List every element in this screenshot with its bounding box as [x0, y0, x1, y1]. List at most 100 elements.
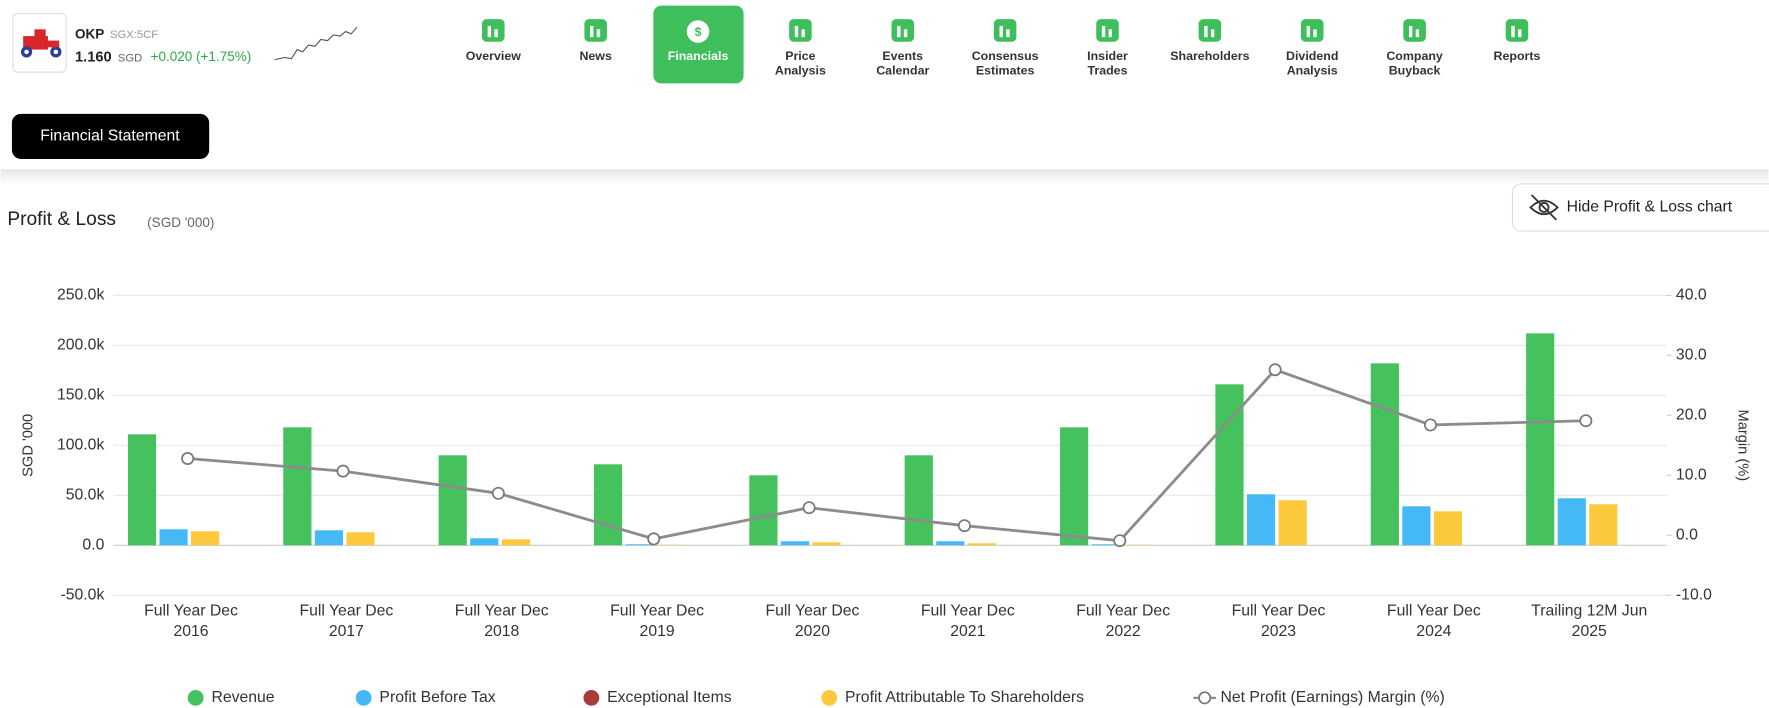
nav-icon: [1096, 19, 1119, 42]
nav-icon-detail: [494, 29, 498, 38]
nav-icon-detail: [1101, 25, 1106, 38]
price-change: +0.020 (+1.75%): [151, 49, 252, 64]
nav-label-box[interactable]: Shareholders: [1159, 50, 1260, 84]
margin-point: [1268, 363, 1282, 377]
x-tick-label-box: Full Year Dec 2022: [1076, 601, 1170, 639]
nav-label: Price Analysis: [774, 49, 826, 78]
y-tick-label: 150.0k: [57, 387, 104, 404]
currency: SGD: [118, 53, 142, 65]
nav-label: Overview: [465, 49, 521, 64]
nav-icon: [1198, 19, 1222, 42]
bar: [1589, 504, 1618, 546]
nav-icon-detail: [1306, 25, 1310, 38]
y-tick-label: -50.0k: [61, 586, 105, 603]
margin-point: [1113, 534, 1127, 548]
nav-label-box[interactable]: Insider Trades: [1057, 50, 1158, 84]
x-tick-label: Full Year Dec 2017: [299, 600, 394, 640]
legend-label: Profit Before Tax: [379, 689, 495, 706]
bar: [283, 427, 312, 546]
nav-label-box[interactable]: Financials: [647, 50, 748, 84]
nav-label-box[interactable]: Consensus Estimates: [954, 50, 1055, 84]
x-tick-label-box: Full Year Dec 2020: [765, 600, 860, 640]
y-tick-label: 250.0k: [57, 287, 104, 304]
nav-label: News: [579, 49, 612, 64]
bar: [812, 542, 841, 546]
toggle-button[interactable]: [1511, 183, 1769, 232]
nav-label: Reports: [1493, 49, 1541, 64]
nav-icon: [686, 20, 710, 43]
legend-symbol: [583, 689, 600, 706]
nav-icon-detail: [1210, 29, 1215, 38]
y-tick-label: 100.0k: [57, 436, 104, 453]
logo: [20, 29, 62, 58]
bar: [127, 434, 157, 546]
y2-tick-label: 20.0: [1676, 407, 1707, 424]
legend-item[interactable]: Profit Before Tax: [355, 689, 496, 706]
bar: [470, 538, 499, 546]
nav-label-box[interactable]: News: [545, 50, 646, 84]
nav-icon: [1403, 19, 1426, 42]
divider-shadow: [0, 169, 1769, 185]
y2-tick-label: -10.0: [1676, 586, 1712, 603]
statement-button[interactable]: [11, 113, 210, 159]
x-tick-label: Full Year Dec 2023: [1231, 600, 1326, 640]
nav-label-box[interactable]: Overview: [443, 50, 544, 84]
chart-title: Profit & Loss: [7, 209, 116, 230]
nav-label: Events Calendar: [876, 49, 930, 78]
hide-icon: [1529, 194, 1559, 221]
x-tick-label-box: Full Year Dec 2024: [1387, 601, 1481, 639]
nav-label: Insider Trades: [1087, 49, 1128, 78]
legend-item[interactable]: Net Profit (Earnings) Margin (%): [1193, 689, 1445, 706]
legend-item[interactable]: Exceptional Items: [583, 689, 732, 706]
nav-icon-detail: [897, 25, 901, 38]
x-tick-label-box: Full Year Dec 2021: [921, 601, 1015, 639]
bar: [936, 541, 965, 546]
margin-point: [647, 532, 661, 546]
y2-tick-label: 30.0: [1676, 347, 1707, 364]
nav-icon-detail: [590, 25, 594, 38]
margin-point: [336, 464, 350, 478]
x-tick-label-box: Full Year Dec 2017: [299, 600, 394, 640]
legend-label: Exceptional Items: [607, 689, 732, 706]
bar: [1433, 511, 1463, 546]
nav-icon: [584, 19, 607, 42]
nav-label-box[interactable]: Company Buyback: [1364, 50, 1465, 84]
nav-icon-detail: [794, 25, 799, 38]
nav-label-box[interactable]: Reports: [1466, 50, 1567, 84]
x-tick-label-box: Full Year Dec 2016: [144, 601, 238, 639]
x-tick-label-box: Full Year Dec 2018: [455, 601, 549, 639]
nav-label: Dividend Analysis: [1286, 49, 1339, 78]
bar: [749, 475, 778, 546]
toggle-button-label: Hide Profit & Loss chart: [1567, 199, 1733, 216]
y-tick-label: 0.0: [82, 536, 104, 553]
legend-item[interactable]: Revenue: [187, 689, 275, 706]
nav-label-box[interactable]: Events Calendar: [852, 50, 953, 84]
nav-label-box[interactable]: Price Analysis: [750, 50, 851, 84]
nav-icon: [789, 19, 812, 42]
ticker: OKP: [75, 27, 104, 42]
legend-symbol: [187, 689, 204, 706]
nav-icon-detail: [1313, 29, 1317, 38]
bar: [1060, 427, 1089, 546]
legend-symbol: [355, 689, 372, 706]
nav-label-box[interactable]: Dividend Analysis: [1261, 50, 1362, 84]
bar: [1091, 544, 1120, 546]
y2-tick-label: 0.0: [1676, 526, 1698, 543]
y-axis-title: SGD '000: [21, 414, 37, 477]
y2-tick-label: 40.0: [1676, 287, 1707, 304]
price: 1.160: [75, 49, 112, 65]
margin-point: [181, 452, 195, 465]
x-tick-label-box: Trailing 12M Jun 2025: [1531, 601, 1647, 639]
bar: [904, 455, 933, 546]
nav-icon-detail: [487, 25, 492, 38]
legend-symbol: [1198, 691, 1212, 705]
nav-icon-detail: [903, 29, 908, 38]
bar: [1557, 498, 1586, 546]
legend-item[interactable]: Profit Attributable To Shareholders: [821, 689, 1084, 706]
legend-label: Profit Attributable To Shareholders: [845, 689, 1084, 706]
bar: [780, 541, 810, 546]
x-tick-label: Full Year Dec 2020: [765, 600, 860, 640]
bar: [159, 529, 188, 546]
